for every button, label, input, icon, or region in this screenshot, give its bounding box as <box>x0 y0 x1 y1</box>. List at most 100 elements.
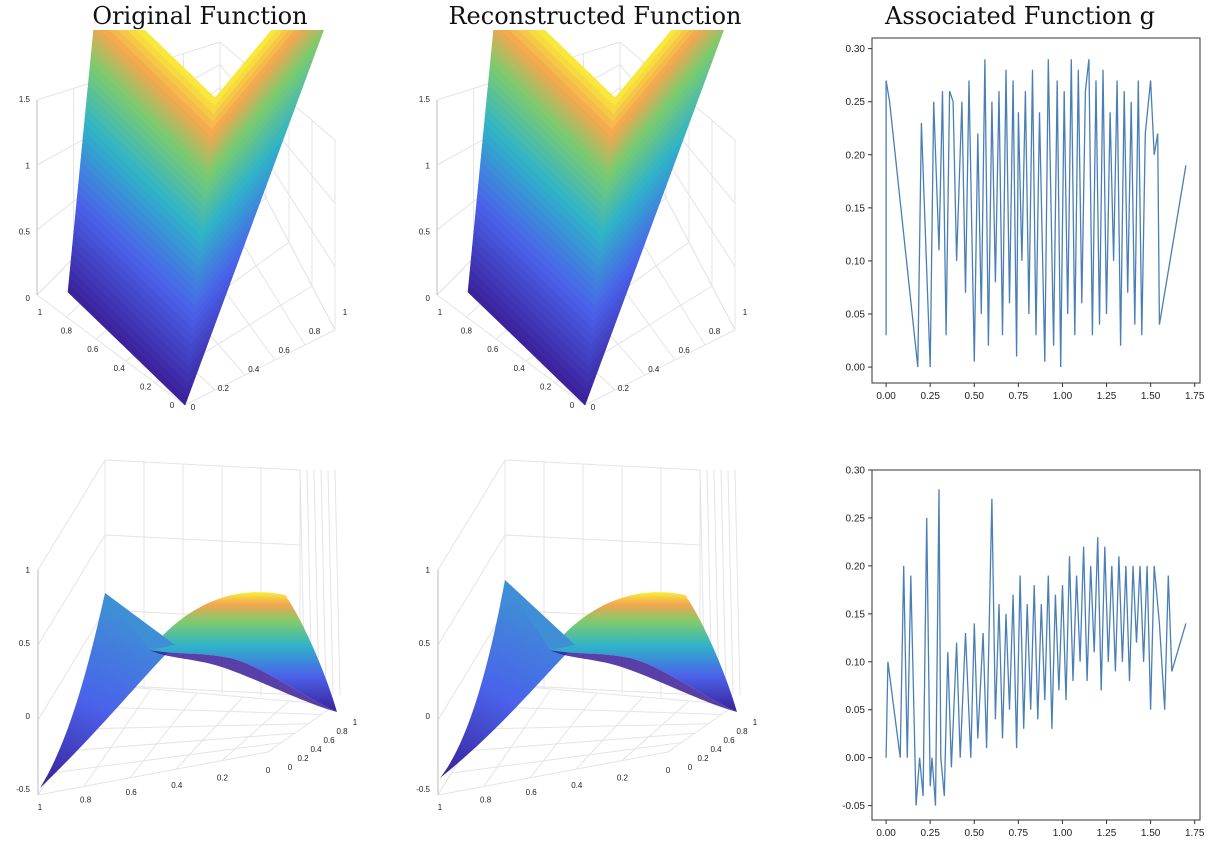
grid-line <box>491 706 722 715</box>
x-tick-label: 0.8 <box>736 727 748 736</box>
x-tick-label: 0.6 <box>323 736 335 745</box>
surface-strip <box>207 30 323 169</box>
grid-line <box>464 732 695 752</box>
y-tick-label: 0.6 <box>526 788 538 797</box>
y-tick-label: 1 <box>438 803 443 812</box>
grid-line <box>91 706 322 715</box>
surface-strip <box>612 30 689 122</box>
z-tick-label: 0 <box>26 712 31 721</box>
surface-strip <box>213 30 278 107</box>
x-tick-label: 1.00 <box>1053 828 1073 839</box>
x-tick-label: 1 <box>743 308 748 317</box>
grid-line <box>451 742 682 774</box>
series-line <box>885 489 1187 806</box>
grid-line <box>104 534 301 546</box>
y-tick-label: 0.10 <box>846 657 866 668</box>
x-tick-label: 0 <box>591 403 596 412</box>
grid-line <box>267 704 336 753</box>
surface-strip <box>212 30 289 122</box>
y-tick-label: 0.20 <box>846 561 866 572</box>
y-tick-label: 0.00 <box>846 363 866 374</box>
y-tick-label: 0.8 <box>61 327 73 336</box>
x-tick-label: 0.6 <box>279 346 291 355</box>
x-tick-label: 1 <box>753 718 758 727</box>
y-tick-label: 0.00 <box>846 753 866 764</box>
x-tick-label: 1 <box>343 308 348 317</box>
y-tick-label: 0.4 <box>514 364 526 373</box>
line-chart-g-bottom: 0.00 0.25 0.50 0.75 1.00 1.25 1.50 1.75 -0.05 0.0… <box>842 466 1205 840</box>
surface-strip <box>613 30 684 115</box>
x-tick-label: 1.25 <box>1097 828 1117 839</box>
title-original-function: Original Function <box>92 2 308 30</box>
x-tick-label: 1.25 <box>1097 391 1117 402</box>
x-tick-label: 1.75 <box>1185 828 1205 839</box>
x-tick-label: 1.50 <box>1141 828 1161 839</box>
surface <box>40 592 337 788</box>
grid-line <box>504 684 701 696</box>
grid-line <box>504 684 736 706</box>
grid-line <box>436 294 586 406</box>
x-tick-label: 0.2 <box>297 754 309 763</box>
y-tick-label: 0 <box>266 766 271 775</box>
grid-line <box>437 459 506 571</box>
z-tick-label: 1 <box>426 566 431 575</box>
grid-line <box>621 700 690 761</box>
y-tick-label: 0.05 <box>846 705 866 716</box>
x-tick-label: 0 <box>688 763 693 772</box>
surface-strip <box>213 30 284 115</box>
x-tick-label: 0 <box>191 403 196 412</box>
x-tick-label: 0.75 <box>1009 391 1029 402</box>
y-tick-label: 0.2 <box>217 773 229 782</box>
x-tick-label: 0.00 <box>876 828 896 839</box>
y-tick-label: 0.6 <box>126 788 138 797</box>
y-tick-label: 0.4 <box>571 781 583 790</box>
y-tick-label: 0 <box>170 401 175 410</box>
grid-line <box>727 469 734 696</box>
grid-line <box>104 684 301 696</box>
surface-strip <box>613 30 678 107</box>
title-associated-function: Associated Function g <box>885 2 1155 30</box>
grid-line <box>713 469 720 696</box>
y-tick-label: 0.6 <box>487 345 499 354</box>
surface <box>467 30 724 406</box>
x-tick-label: 0.8 <box>336 727 348 736</box>
title-reconstructed-function: Reconstructed Function <box>448 2 742 30</box>
grid-line <box>327 469 334 696</box>
y-tick-label: 1 <box>38 308 43 317</box>
x-tick-label: 0.2 <box>697 754 709 763</box>
surface-strip <box>209 30 312 153</box>
x-tick-label: 1 <box>353 718 358 727</box>
x-tick-label: 0.2 <box>618 384 630 393</box>
surface-strip <box>607 30 723 169</box>
grid-line <box>64 732 295 752</box>
y-tick-label: 0.2 <box>540 382 552 391</box>
grid-line <box>184 329 336 406</box>
grid-line <box>667 704 736 753</box>
x-tick-label: 0.4 <box>248 365 260 374</box>
grid-line <box>437 751 669 796</box>
grid-line <box>37 459 106 571</box>
y-tick-label: 0.10 <box>846 256 866 267</box>
surface-strip <box>211 30 295 130</box>
surface-ridge <box>150 592 337 712</box>
x-tick-label: 0.4 <box>648 365 660 374</box>
x-tick-label: 0.25 <box>920 391 940 402</box>
z-tick-label: 0 <box>426 712 431 721</box>
surface-strip <box>208 30 318 161</box>
y-tick-label: 0.8 <box>480 796 492 805</box>
surface-left-face <box>440 580 575 778</box>
x-tick-label: 0.6 <box>723 736 735 745</box>
z-tick-label: 1.5 <box>19 95 31 104</box>
x-tick-label: 0.50 <box>965 391 985 402</box>
y-tick-label: 0.8 <box>461 327 473 336</box>
z-tick-label: 0.5 <box>419 228 431 237</box>
surface-strip <box>207 30 324 176</box>
x-tick-label: 0.2 <box>218 384 230 393</box>
y-tick-label: 1 <box>38 803 43 812</box>
y-tick-label: 0.05 <box>846 310 866 321</box>
y-tick-label: 0.8 <box>80 796 92 805</box>
grid-line <box>504 459 701 471</box>
